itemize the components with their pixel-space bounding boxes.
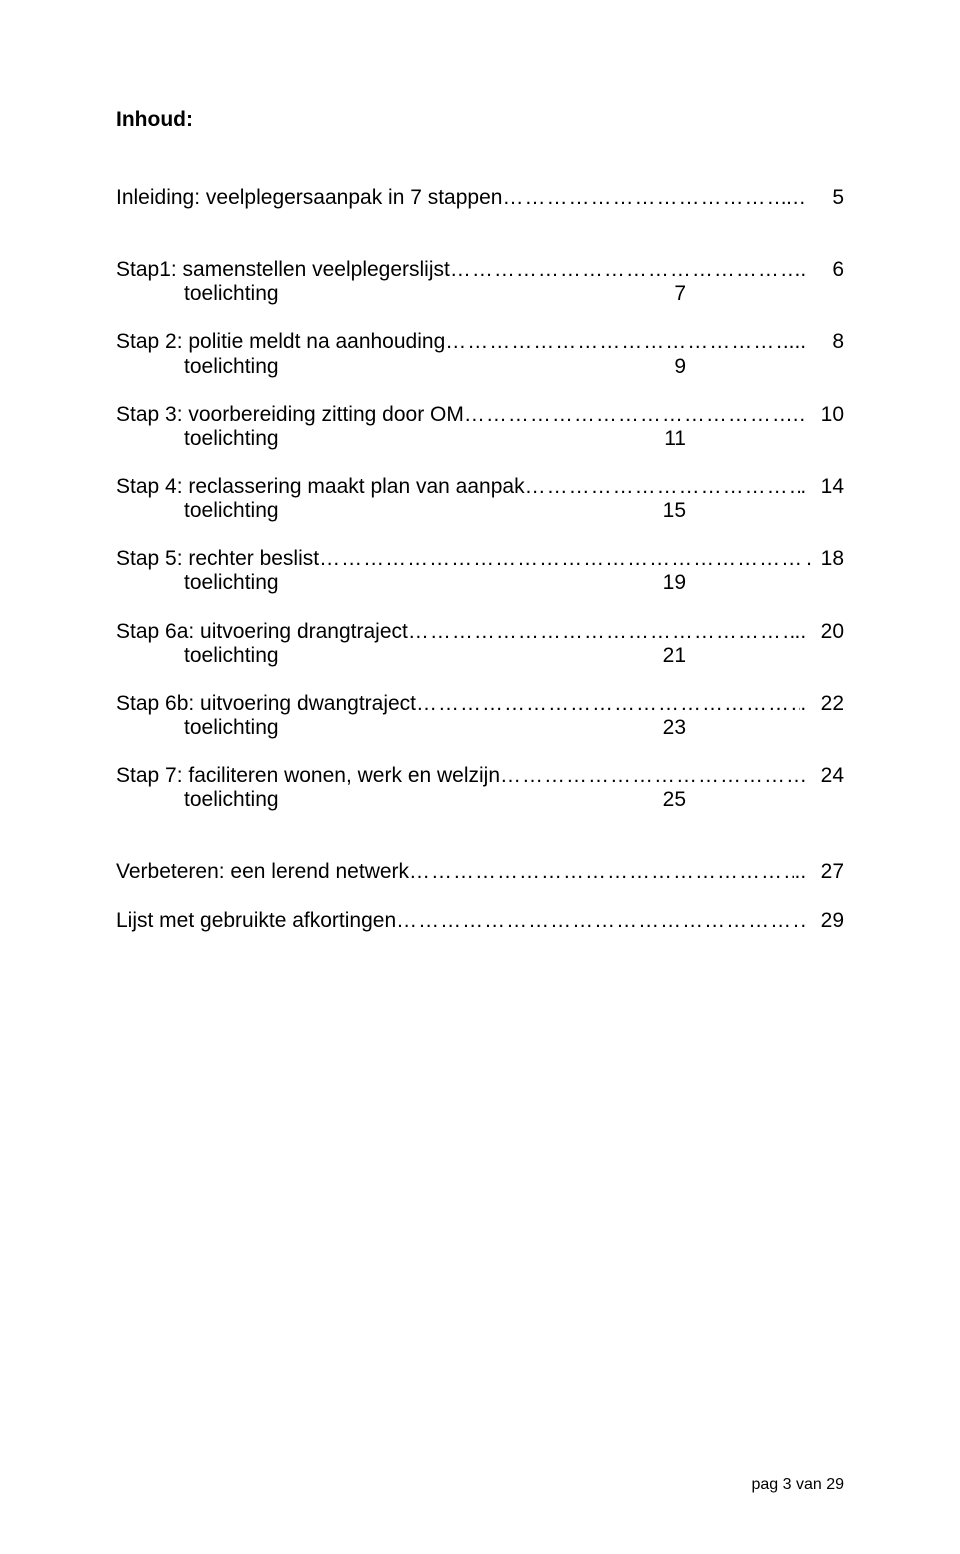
toc-leader — [502, 186, 785, 210]
toc-label: Stap 6b: uitvoering dwangtraject — [116, 692, 416, 716]
toc-sublabel: toelichting — [184, 716, 654, 740]
toc-leader — [445, 330, 788, 354]
toc-subpage: 25 — [654, 788, 686, 812]
toc-label: Inleiding: veelplegersaanpak in 7 stappe… — [116, 186, 502, 210]
toc-entry: Stap 7: faciliteren wonen, werk en welzi… — [116, 764, 844, 788]
toc-sublabel: toelichting — [184, 788, 654, 812]
toc-block: Stap 3: voorbereiding zitting door OM … … — [116, 403, 844, 451]
document-body: Inhoud: Inleiding: veelplegersaanpak in … — [116, 108, 844, 933]
toc-subentry: toelichting 11 — [116, 427, 686, 451]
toc-page: 24 — [812, 764, 844, 788]
toc-sublabel: toelichting — [184, 427, 654, 451]
toc-subpage: 7 — [654, 282, 686, 306]
toc-label: Stap 5: rechter beslist — [116, 547, 319, 571]
toc-subentry: toelichting 7 — [116, 282, 686, 306]
toc-page: 22 — [812, 692, 844, 716]
toc-entry: Stap 2: politie meldt na aanhouding ... … — [116, 330, 844, 354]
toc-leader — [409, 860, 794, 884]
toc-subentry: toelichting 23 — [116, 716, 686, 740]
toc-page: 14 — [812, 475, 844, 499]
toc-label: Stap 3: voorbereiding zitting door OM — [116, 403, 464, 427]
toc-page: 20 — [812, 620, 844, 644]
toc-page: 10 — [812, 403, 844, 427]
toc-entry: Stap 6b: uitvoering dwangtraject . 22 — [116, 692, 844, 716]
toc-leader — [500, 764, 800, 788]
toc-subpage: 11 — [654, 427, 686, 451]
toc-label: Stap 7: faciliteren wonen, werk en welzi… — [116, 764, 500, 788]
toc-label: Stap 2: politie meldt na aanhouding — [116, 330, 445, 354]
toc-sublabel: toelichting — [184, 499, 654, 523]
toc-leader — [408, 620, 795, 644]
toc-sublabel: toelichting — [184, 355, 654, 379]
toc-subpage: 15 — [654, 499, 686, 523]
toc-subentry: toelichting 19 — [116, 571, 686, 595]
toc-block: Stap1: samenstellen veelplegerslijst .. … — [116, 258, 844, 306]
toc-entry: Stap 5: rechter beslist . 18 — [116, 547, 844, 571]
toc-leader — [525, 475, 801, 499]
toc-block: Stap 4: reclassering maakt plan van aanp… — [116, 475, 844, 523]
toc-page: 29 — [812, 909, 844, 933]
toc-sublabel: toelichting — [184, 644, 654, 668]
toc-block: Stap 6a: uitvoering drangtraject .. 20 t… — [116, 620, 844, 668]
toc-block: Stap 2: politie meldt na aanhouding ... … — [116, 330, 844, 378]
toc-page: 6 — [812, 258, 844, 282]
toc-block: Stap 5: rechter beslist . 18 toelichting… — [116, 547, 844, 595]
toc-leader — [464, 403, 785, 427]
toc-block: Lijst met gebruikte afkortingen . 29 — [116, 909, 844, 933]
toc-label: Verbeteren: een lerend netwerk — [116, 860, 409, 884]
toc-entry: Verbeteren: een lerend netwerk .. 27 — [116, 860, 844, 884]
toc-heading: Inhoud: — [116, 108, 844, 132]
toc-sep: .. — [794, 258, 806, 282]
toc-entry: Stap 4: reclassering maakt plan van aanp… — [116, 475, 844, 499]
toc-subentry: toelichting 25 — [116, 788, 686, 812]
toc-page: 27 — [812, 860, 844, 884]
toc-subpage: 9 — [654, 355, 686, 379]
toc-subentry: toelichting 9 — [116, 355, 686, 379]
toc-label: Stap 4: reclassering maakt plan van aanp… — [116, 475, 525, 499]
toc-entry: Lijst met gebruikte afkortingen . 29 — [116, 909, 844, 933]
toc-sep: .. — [794, 620, 806, 644]
toc-label: Lijst met gebruikte afkortingen — [116, 909, 396, 933]
toc-block: Stap 7: faciliteren wonen, werk en welzi… — [116, 764, 844, 812]
toc-sep: . — [800, 764, 806, 788]
toc-subpage: 19 — [654, 571, 686, 595]
toc-leader — [396, 909, 800, 933]
toc-entry: Stap 3: voorbereiding zitting door OM … … — [116, 403, 844, 427]
toc-sep: … — [785, 403, 806, 427]
toc-label: Stap1: samenstellen veelplegerslijst — [116, 258, 450, 282]
toc-leader — [319, 547, 806, 571]
toc-entry: Stap 6a: uitvoering drangtraject .. 20 — [116, 620, 844, 644]
toc-label: Stap 6a: uitvoering drangtraject — [116, 620, 408, 644]
toc-page: 18 — [812, 547, 844, 571]
toc-sep: ... — [789, 330, 807, 354]
toc-subentry: toelichting 21 — [116, 644, 686, 668]
toc-entry: Inleiding: veelplegersaanpak in 7 stappe… — [116, 186, 844, 210]
toc-sep: . — [800, 692, 806, 716]
toc-sep: . — [800, 909, 806, 933]
toc-sep: … — [785, 186, 806, 210]
toc-page: 8 — [812, 330, 844, 354]
toc-entry: Stap1: samenstellen veelplegerslijst .. … — [116, 258, 844, 282]
toc-sublabel: toelichting — [184, 571, 654, 595]
toc-subpage: 23 — [654, 716, 686, 740]
toc-block: Inleiding: veelplegersaanpak in 7 stappe… — [116, 186, 844, 210]
toc-leader — [416, 692, 800, 716]
toc-block: Verbeteren: een lerend netwerk .. 27 — [116, 860, 844, 884]
toc-sublabel: toelichting — [184, 282, 654, 306]
toc-sep: . — [800, 475, 806, 499]
toc-subentry: toelichting 15 — [116, 499, 686, 523]
toc-sep: .. — [794, 860, 806, 884]
page-footer: pag 3 van 29 — [751, 1476, 844, 1494]
toc-block: Stap 6b: uitvoering dwangtraject . 22 to… — [116, 692, 844, 740]
toc-subpage: 21 — [654, 644, 686, 668]
toc-leader — [450, 258, 795, 282]
toc-page: 5 — [812, 186, 844, 210]
